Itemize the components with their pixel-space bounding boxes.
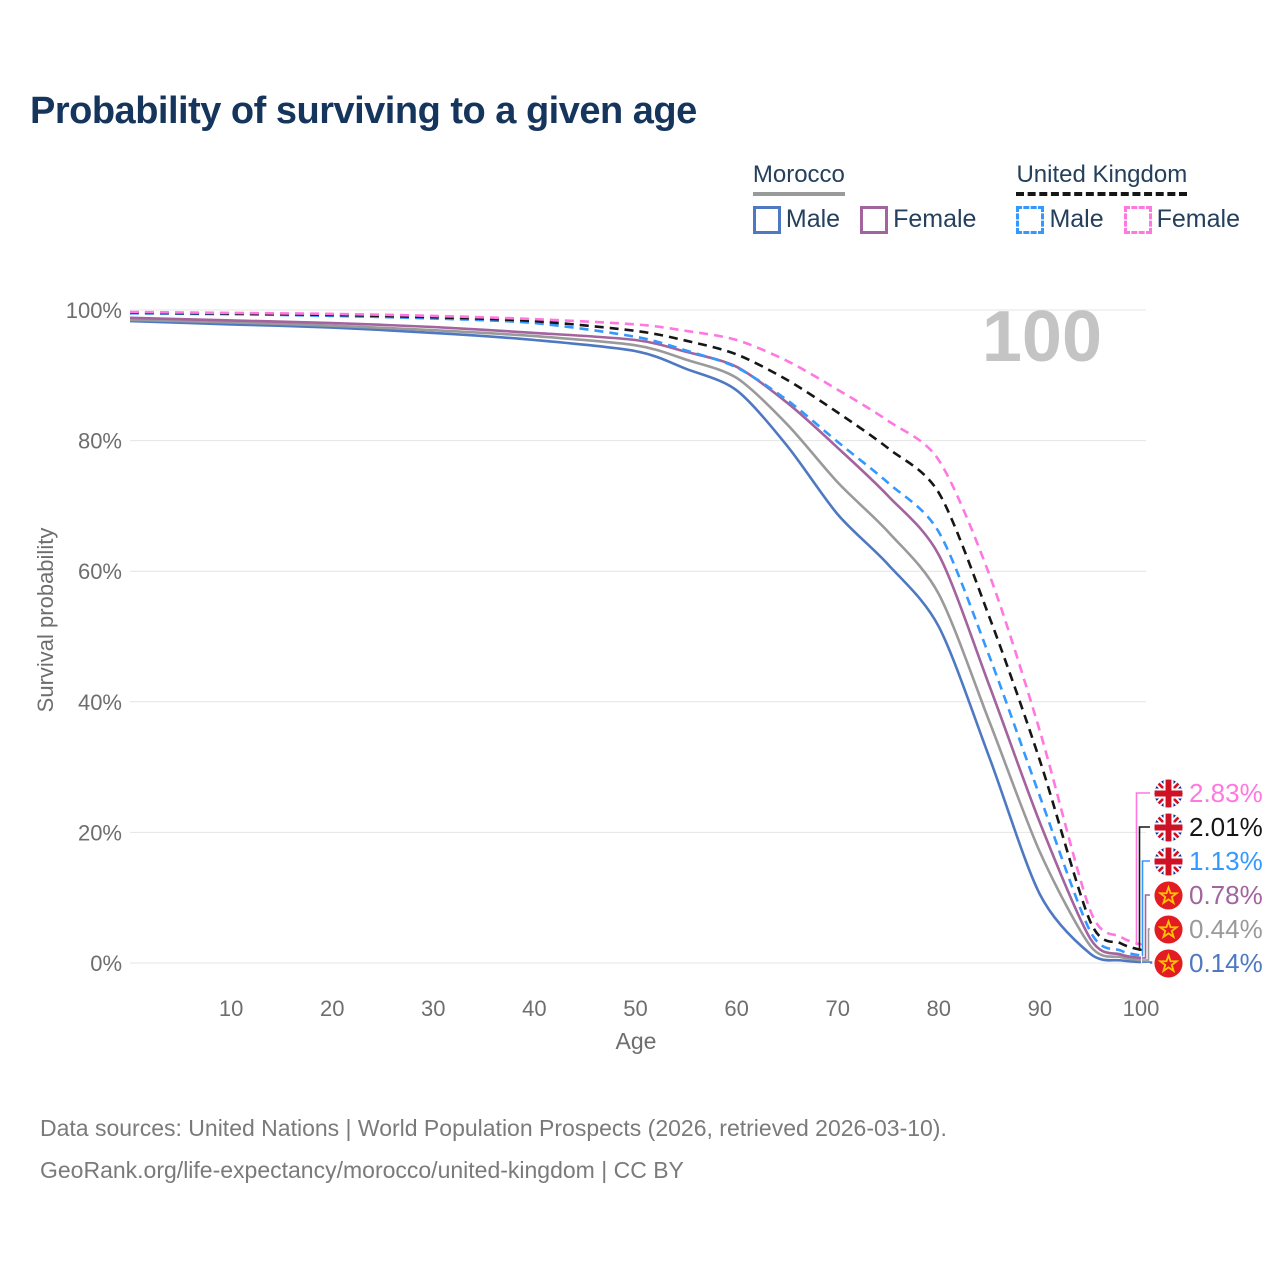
legend-item-united-kingdom-female[interactable]: Female xyxy=(1123,205,1240,234)
x-tick-90: 90 xyxy=(1028,996,1052,1021)
legend-swatch-solid-box[interactable] xyxy=(752,205,781,234)
age-watermark: 100 xyxy=(981,297,1102,377)
x-tick-30: 30 xyxy=(421,996,445,1021)
connector-morocco xyxy=(1142,928,1150,961)
y-tick-100: 100% xyxy=(66,298,122,323)
y-tick-20: 20% xyxy=(78,820,122,845)
legend-item-label: Female xyxy=(893,205,977,233)
end-label-value: 0.44% xyxy=(1189,913,1263,944)
morocco-flag-icon xyxy=(1154,914,1183,944)
footer: Data sources: United Nations | World Pop… xyxy=(40,1108,947,1192)
morocco-flag-icon xyxy=(1154,880,1183,910)
legend-items-row: Male Female xyxy=(1016,205,1240,234)
connector-morocco-female xyxy=(1142,894,1150,959)
legend-group-morocco: Morocco Male Female xyxy=(752,161,976,234)
end-label-value: 0.78% xyxy=(1189,879,1263,910)
end-label-morocco[interactable]: 0.44% xyxy=(1154,914,1263,944)
legend-country-label[interactable]: Morocco xyxy=(752,161,845,196)
x-tick-10: 10 xyxy=(219,996,243,1021)
legend-item-morocco-female[interactable]: Female xyxy=(860,205,976,234)
x-tick-50: 50 xyxy=(623,996,647,1021)
legend-swatch-solid-box[interactable] xyxy=(860,205,889,234)
end-label-united-kingdom-female[interactable]: 2.83% xyxy=(1154,778,1263,808)
y-tick-40: 40% xyxy=(78,690,122,715)
connector-morocco-male xyxy=(1142,961,1153,964)
curve-united-kingdom-female[interactable] xyxy=(129,310,1142,946)
morocco-flag-icon xyxy=(1154,948,1183,978)
legend-swatch-dashed-box[interactable] xyxy=(1016,205,1045,234)
end-label-united-kingdom-male[interactable]: 1.13% xyxy=(1154,846,1263,876)
legend-swatch-dashed-box[interactable] xyxy=(1123,205,1152,234)
legend-item-morocco-male[interactable]: Male xyxy=(752,205,841,234)
x-tick-70: 70 xyxy=(825,996,849,1021)
x-tick-40: 40 xyxy=(522,996,546,1021)
chart-legend: Morocco Male Female United Kingdom Male Femal… xyxy=(752,161,1240,234)
curve-morocco-female[interactable] xyxy=(129,316,1142,960)
data-sources-line: Data sources: United Nations | World Pop… xyxy=(40,1115,947,1141)
curve-united-kingdom[interactable] xyxy=(129,311,1142,952)
x-tick-60: 60 xyxy=(724,996,748,1021)
curve-morocco[interactable] xyxy=(129,318,1142,962)
connector-united-kingdom xyxy=(1138,826,1150,951)
uk-flag-icon xyxy=(1154,812,1183,842)
x-tick-100: 100 xyxy=(1123,996,1160,1021)
end-label-value: 0.14% xyxy=(1189,947,1263,978)
curve-united-kingdom-male[interactable] xyxy=(129,312,1142,957)
legend-item-label: Female xyxy=(1156,205,1240,233)
chart-title: Probability of surviving to a given age xyxy=(30,90,697,132)
y-tick-80: 80% xyxy=(78,429,122,454)
end-label-value: 2.01% xyxy=(1189,811,1263,842)
y-tick-0: 0% xyxy=(90,951,122,976)
legend-item-label: Male xyxy=(785,205,841,233)
x-tick-20: 20 xyxy=(320,996,344,1021)
legend-items-row: Male Female xyxy=(752,205,976,234)
legend-group-united-kingdom: United Kingdom Male Female xyxy=(1016,161,1240,234)
y-tick-60: 60% xyxy=(78,559,122,584)
citation-line: GeoRank.org/life-expectancy/morocco/unit… xyxy=(40,1156,684,1183)
y-axis-title: Survival probability xyxy=(33,527,58,713)
end-label-morocco-female[interactable]: 0.78% xyxy=(1154,880,1263,910)
uk-flag-icon xyxy=(1154,846,1183,876)
curve-morocco-male[interactable] xyxy=(129,319,1142,964)
connector-united-kingdom-male xyxy=(1141,860,1150,957)
end-label-value: 2.83% xyxy=(1189,777,1263,808)
legend-item-united-kingdom-male[interactable]: Male xyxy=(1016,205,1104,234)
legend-item-label: Male xyxy=(1049,205,1104,233)
end-label-morocco-male[interactable]: 0.14% xyxy=(1154,948,1263,978)
uk-flag-icon xyxy=(1154,778,1183,808)
legend-country-label[interactable]: United Kingdom xyxy=(1016,161,1188,196)
end-label-value: 1.13% xyxy=(1189,845,1263,876)
x-axis-title: Age xyxy=(615,1028,657,1054)
x-tick-80: 80 xyxy=(927,996,951,1021)
end-label-united-kingdom[interactable]: 2.01% xyxy=(1154,812,1263,842)
